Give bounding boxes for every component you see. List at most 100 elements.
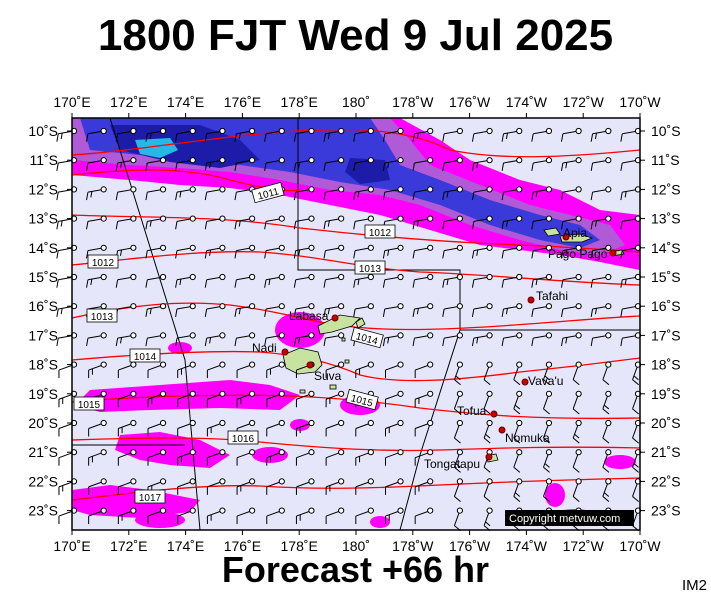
- wind-barb: [602, 419, 612, 444]
- wind-barb: [572, 478, 582, 502]
- isobar-label-text: 1011: [257, 186, 281, 202]
- wind-barb: [442, 244, 463, 259]
- wind-barb: [117, 478, 137, 495]
- latitude-label-left: 20˚S: [28, 415, 58, 431]
- wind-barb: [147, 507, 167, 525]
- wind-barb: [543, 361, 553, 386]
- isobar-label-text: 1013: [91, 312, 114, 323]
- wind-barb: [501, 332, 523, 347]
- isobar-line: [71, 477, 641, 501]
- latitude-label-left: 15˚S: [28, 269, 58, 285]
- wind-barb: [234, 332, 256, 347]
- wind-barb: [483, 478, 493, 502]
- wind-barb: [590, 244, 612, 259]
- wind-barb: [513, 449, 523, 473]
- wind-barb: [115, 127, 137, 142]
- isobar-label-text: 1014: [134, 352, 157, 363]
- wind-barb: [236, 419, 256, 437]
- rain-core-deep-east: [345, 158, 390, 184]
- wind-barb: [266, 419, 285, 437]
- boundary-lines: [72, 117, 640, 531]
- latitude-label-left: 22˚S: [28, 473, 58, 489]
- wind-barb: [325, 361, 345, 379]
- wind-barb: [453, 449, 463, 473]
- latitude-label-right: 13˚S: [651, 211, 681, 227]
- wind-barb: [560, 273, 582, 288]
- wind-barb: [204, 186, 226, 201]
- wind-barb: [531, 186, 553, 201]
- wind-barb: [471, 215, 493, 230]
- wind-barb: [323, 303, 345, 317]
- wind-barb: [353, 303, 374, 317]
- wind-barb: [560, 186, 582, 201]
- wind-barb: [471, 332, 493, 347]
- wind-barb: [501, 186, 523, 201]
- wind-barb: [175, 215, 196, 230]
- boundary-line: [109, 117, 201, 531]
- wind-barb: [572, 419, 582, 444]
- place-label: Tongatapu: [424, 457, 480, 471]
- wind-barb: [264, 157, 285, 171]
- boundary-line: [297, 118, 461, 531]
- wind-barb: [531, 332, 553, 347]
- wind-barb: [355, 478, 374, 495]
- wind-barb: [86, 186, 107, 201]
- wind-barb: [264, 215, 285, 230]
- wind-barb: [590, 303, 612, 317]
- wind-barb: [145, 215, 167, 230]
- wind-barb: [414, 478, 434, 495]
- isobar-label-text: 1013: [359, 264, 382, 275]
- wind-barb: [384, 390, 404, 408]
- wind-barb: [293, 244, 315, 259]
- wind-barb: [145, 244, 167, 259]
- isobar-label: 1013: [354, 260, 386, 275]
- wind-barb: [323, 215, 345, 230]
- latitude-label-left: 16˚S: [28, 298, 58, 314]
- longitude-label-bottom: 172˚W: [563, 538, 605, 554]
- wind-barb: [355, 419, 374, 437]
- wind-barb: [234, 273, 256, 288]
- wind-barb: [206, 449, 226, 466]
- isobar-label: 1017: [134, 489, 166, 504]
- wind-barb: [323, 244, 345, 259]
- wind-barb: [117, 507, 137, 525]
- longitude-label-top: 172˚W: [563, 94, 605, 110]
- wind-barb: [382, 157, 404, 171]
- longitude-label-bottom: 170˚E: [53, 538, 90, 554]
- island-taveuni: [355, 317, 366, 329]
- isobar-label: 1015: [73, 396, 105, 411]
- wind-barb: [293, 273, 315, 288]
- island-vanua-levu: [317, 314, 361, 335]
- copyright-box: [505, 510, 634, 526]
- wind-barb: [543, 478, 553, 502]
- wind-barb: [325, 390, 345, 408]
- wind-barb: [323, 127, 345, 142]
- longitude-label-bottom: 180˚: [342, 538, 370, 554]
- wind-barb: [147, 390, 167, 408]
- latitude-label-left: 18˚S: [28, 357, 58, 373]
- wind-barb: [295, 390, 315, 408]
- island-small: [344, 359, 350, 364]
- latitude-label-right: 23˚S: [651, 503, 681, 519]
- wind-barbs: [56, 127, 642, 532]
- copyright-text: Copyright metvuw.com: [509, 513, 620, 525]
- place-label: Tafahi: [536, 289, 568, 303]
- wind-barb: [543, 390, 553, 415]
- wind-barb: [177, 507, 196, 525]
- wind-barb: [147, 361, 167, 379]
- wind-barb: [177, 449, 196, 466]
- wind-barb: [543, 419, 553, 444]
- place-dot: [490, 410, 498, 418]
- wind-barb: [325, 449, 345, 466]
- wind-barb: [442, 303, 463, 317]
- wind-barb: [264, 244, 285, 259]
- wind-barb: [264, 127, 285, 142]
- wind-barb: [115, 244, 137, 259]
- rain-patch: [604, 455, 636, 469]
- isobar-label: 1011: [251, 181, 285, 204]
- isobar-line: [71, 129, 641, 158]
- wind-barb: [412, 215, 434, 230]
- wind-barb: [513, 390, 523, 415]
- wind-barb: [177, 478, 196, 495]
- wind-barb: [501, 303, 523, 317]
